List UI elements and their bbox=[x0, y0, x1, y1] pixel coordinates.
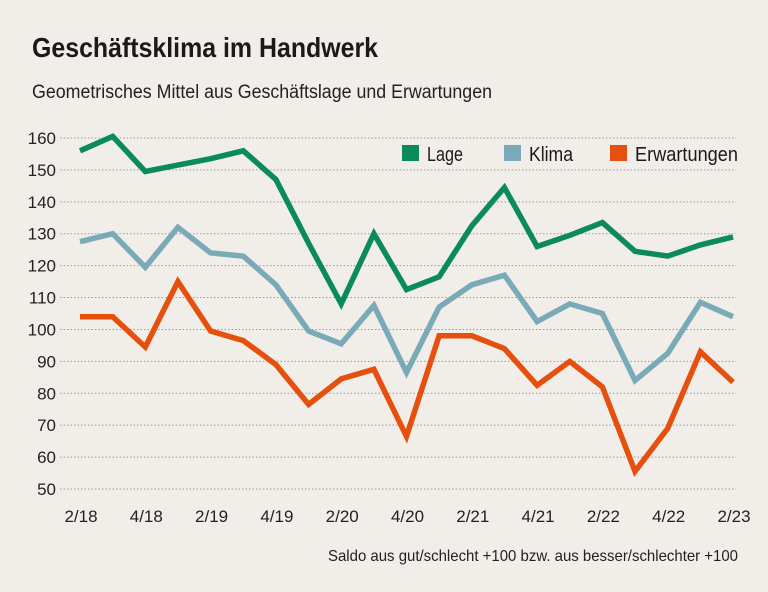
series-lage bbox=[78, 133, 734, 311]
legend: Lage Klima Erwartungen bbox=[402, 144, 738, 166]
y-tick-label: 70 bbox=[37, 416, 56, 435]
x-tick-label: 2/23 bbox=[717, 507, 750, 526]
y-tick-label: 90 bbox=[37, 352, 56, 371]
legend-label: Erwartungen bbox=[635, 144, 738, 166]
series-erwartungen bbox=[79, 276, 735, 477]
y-axis: 50 60 70 80 90 100 110 120 130 140 150 160 bbox=[28, 129, 56, 499]
x-tick-label: 2/19 bbox=[195, 507, 228, 526]
x-tick-label: 4/22 bbox=[652, 507, 685, 526]
legend-item-klima: Klima bbox=[504, 144, 574, 166]
x-tick-label: 4/19 bbox=[260, 507, 293, 526]
x-tick-label: 4/18 bbox=[130, 507, 163, 526]
y-tick-label: 60 bbox=[37, 448, 56, 467]
y-tick-label: 80 bbox=[37, 384, 56, 403]
y-tick-label: 160 bbox=[28, 129, 56, 148]
y-tick-label: 120 bbox=[28, 257, 56, 276]
x-tick-label: 4/20 bbox=[391, 507, 424, 526]
chart-title: Geschäftsklima im Handwerk bbox=[32, 32, 378, 63]
x-tick-label: 2/18 bbox=[64, 507, 97, 526]
x-tick-label: 4/21 bbox=[522, 507, 555, 526]
x-tick-label: 2/22 bbox=[587, 507, 620, 526]
y-tick-label: 110 bbox=[29, 289, 56, 308]
y-tick-label: 130 bbox=[28, 225, 56, 244]
y-tick-label: 140 bbox=[28, 193, 56, 212]
y-tick-label: 50 bbox=[37, 480, 56, 499]
x-tick-label: 2/20 bbox=[326, 507, 359, 526]
x-axis: 2/18 4/18 2/19 4/19 2/20 4/20 2/21 4/21 2/22 4/22… bbox=[64, 507, 750, 526]
legend-item-erwartungen: Erwartungen bbox=[610, 144, 738, 166]
y-tick-label: 150 bbox=[28, 161, 56, 180]
series-lines bbox=[78, 133, 735, 477]
legend-label: Klima bbox=[529, 144, 574, 166]
series-klima bbox=[79, 223, 735, 385]
legend-swatch bbox=[610, 145, 627, 161]
legend-item-lage: Lage bbox=[402, 144, 463, 166]
legend-swatch bbox=[402, 145, 419, 161]
footnote: Saldo aus gut/schlecht +100 bzw. aus bes… bbox=[328, 548, 738, 565]
chart-subtitle: Geometrisches Mittel aus Geschäftslage u… bbox=[32, 82, 492, 103]
legend-label: Lage bbox=[427, 144, 463, 166]
y-tick-label: 100 bbox=[28, 320, 56, 339]
x-tick-label: 2/21 bbox=[456, 507, 489, 526]
legend-swatch bbox=[504, 145, 521, 161]
